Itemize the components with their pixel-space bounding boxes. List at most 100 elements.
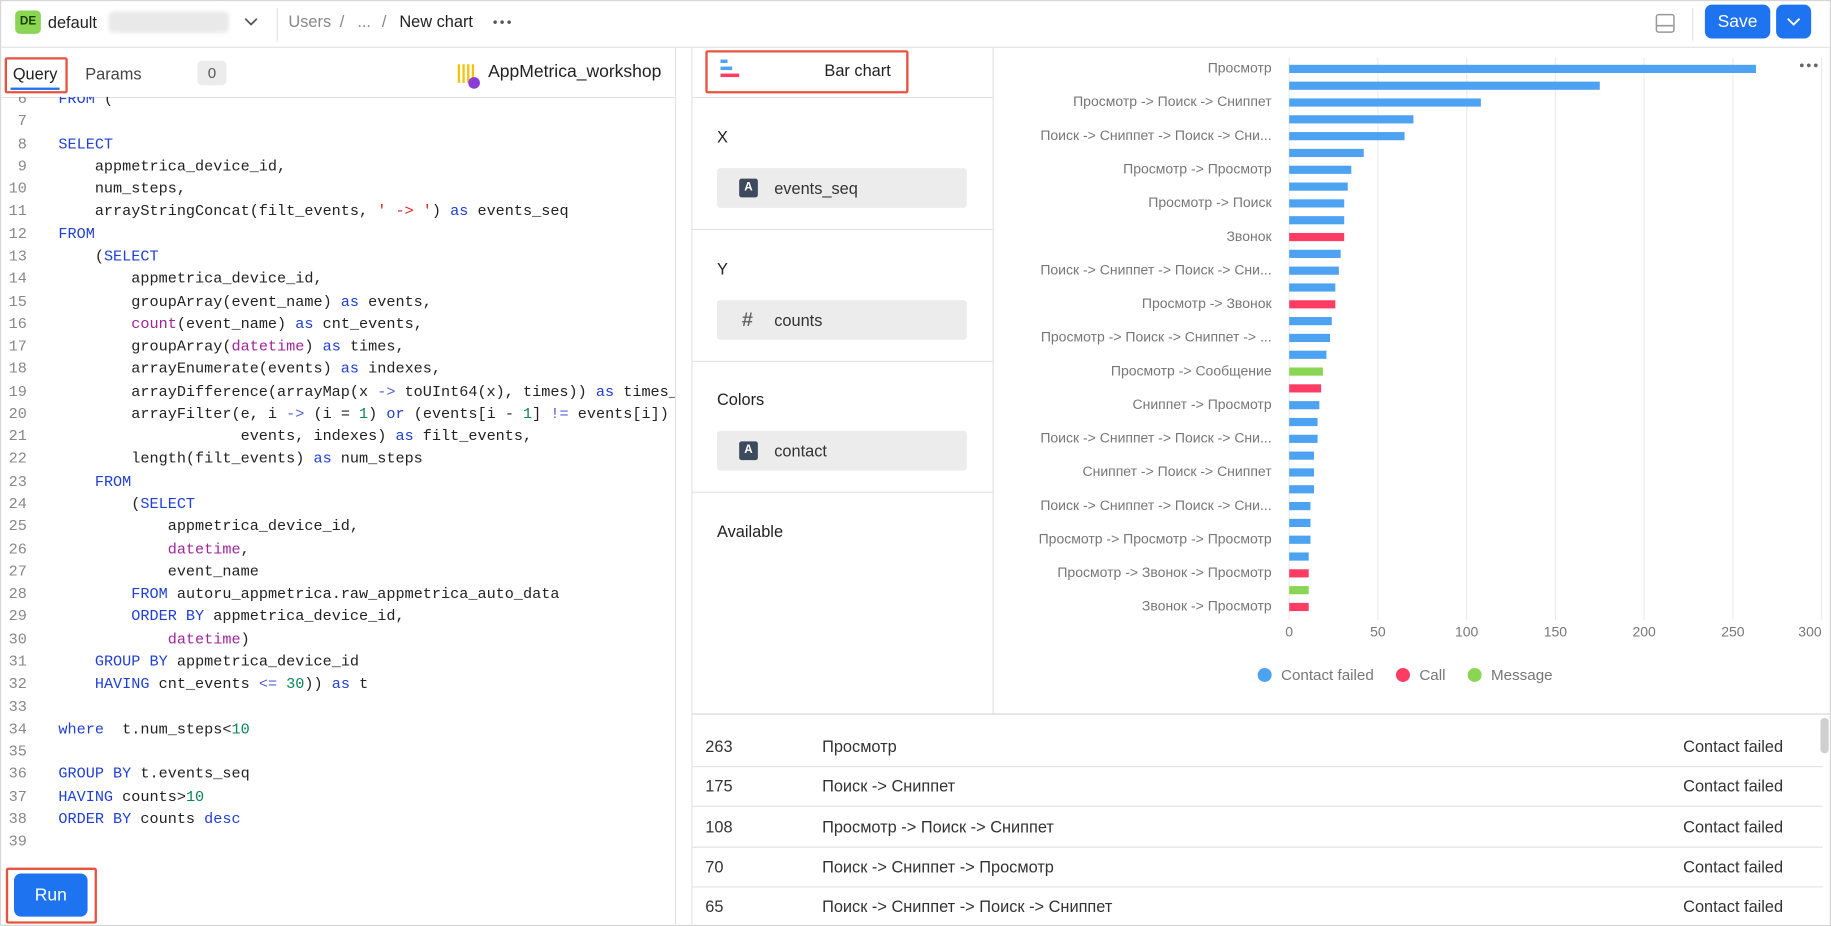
y-tick-label: Просмотр -> Поиск -> Сниппет -> ... — [1041, 329, 1272, 345]
y-tick-label: Просмотр — [1208, 60, 1272, 76]
separator: / — [339, 11, 345, 31]
code-token: toUInt64(x), times)) — [395, 382, 596, 401]
line-number: 8 — [17, 134, 27, 153]
code-token: FROM — [58, 224, 95, 243]
chevron[interactable] — [242, 14, 261, 30]
tab-params[interactable]: Params — [85, 64, 142, 83]
breadcrumb[interactable]: Users — [288, 11, 332, 31]
y-tick-label: Поиск -> Сниппет -> Поиск -> Сни... — [1040, 497, 1271, 513]
code-line: num_steps, — [58, 178, 186, 201]
code-token: num_steps — [331, 450, 423, 468]
code-token — [58, 608, 131, 626]
x-tick-label: 100 — [1455, 624, 1479, 640]
line-number: 24 — [8, 495, 27, 513]
code-token: t.num_steps< — [103, 720, 232, 738]
workspace-name[interactable]: default — [47, 12, 97, 32]
code-line: FROM autoru_appmetrica.raw_appmetrica_au… — [58, 583, 559, 606]
code-line: (SELECT — [58, 245, 159, 268]
bar — [1289, 165, 1352, 174]
divider — [276, 8, 278, 41]
tab-query[interactable]: Query — [12, 64, 58, 83]
field-name: events_seq — [774, 178, 858, 198]
bar — [1289, 148, 1364, 158]
code-token: t — [349, 675, 369, 693]
save-button[interactable]: Save — [1704, 4, 1771, 39]
code-token: GROUP BY — [58, 765, 132, 783]
chart-menu[interactable] — [1799, 63, 1818, 68]
bar — [1289, 569, 1309, 578]
code-line: datetime, — [58, 538, 250, 561]
legend-swatch — [1257, 667, 1272, 682]
x-tick-label: 150 — [1544, 624, 1568, 640]
code-token: HAVING — [94, 675, 150, 693]
save-dropdown[interactable] — [1776, 4, 1812, 39]
layout-icon[interactable] — [1655, 13, 1676, 34]
code-token: SELECT — [103, 247, 159, 266]
run-button[interactable]: Run — [14, 873, 88, 917]
y-tick-label: Просмотр -> Просмотр — [1123, 160, 1272, 176]
code-token: event_name — [58, 562, 259, 581]
code-token: FROM — [94, 472, 132, 491]
divider — [692, 96, 993, 99]
cell-count: 175 — [705, 776, 733, 796]
section-title: Y — [716, 258, 728, 278]
code-token: != — [550, 405, 569, 423]
bar — [1289, 602, 1309, 612]
line-number: 20 — [8, 405, 27, 423]
code-token: (events[i - — [404, 405, 524, 423]
code-line: HAVING cnt_events <= 30)) as t — [58, 673, 368, 696]
code-token: ) — [240, 630, 250, 648]
code-token: 30 — [286, 675, 305, 693]
code-token — [58, 585, 131, 603]
code-token: events, indexes) — [58, 427, 396, 446]
code-line: events, indexes) as filt_events, — [58, 425, 533, 448]
code-line: FROM — [58, 223, 94, 246]
chart-type[interactable]: Bar chart — [824, 60, 891, 80]
bar — [1289, 485, 1315, 494]
legend-item[interactable]: Contact failed — [1257, 667, 1374, 684]
connection-name[interactable]: AppMetrica_workshop — [488, 61, 662, 82]
field-type-icon: A — [739, 178, 758, 198]
code-line: SELECT — [58, 133, 113, 156]
code-token: times, — [340, 337, 405, 356]
code-token — [58, 473, 94, 491]
breadcrumb[interactable]: ... — [357, 11, 371, 31]
cell-contact: Contact failed — [1683, 776, 1784, 796]
line-number: 35 — [8, 742, 27, 761]
code-line: datetime) — [58, 628, 250, 651]
code-line: ORDER BY counts desc — [58, 808, 240, 831]
code-token: 10 — [185, 787, 205, 806]
cell-count: 65 — [705, 897, 724, 916]
more-menu[interactable] — [492, 15, 513, 29]
legend-swatch — [1467, 667, 1482, 682]
field-type-icon: A — [739, 441, 758, 461]
bar — [1289, 502, 1311, 511]
legend-item[interactable]: Call — [1395, 667, 1445, 684]
code-line: length(filt_events) as num_steps — [58, 448, 423, 471]
bar — [1289, 266, 1339, 275]
code-line: HAVING counts>10 — [58, 785, 204, 808]
scrollbar[interactable] — [1820, 718, 1829, 754]
code-line: arrayEnumerate(events) as indexes, — [58, 358, 441, 381]
code-token: filt_events, — [413, 427, 533, 446]
code-line: arrayDifference(arrayMap(x -> toUInt64(x… — [58, 380, 675, 403]
code-editor[interactable]: 6 FROM (7 8 SELECT 9 appmetrica_device_id, 10… — [1, 97, 675, 862]
line-number: 18 — [8, 360, 27, 378]
cell-contact: Contact failed — [1683, 816, 1784, 836]
workspace-badge[interactable]: DE — [15, 10, 41, 34]
code-line: FROM — [58, 470, 131, 493]
line-number: 39 — [8, 832, 27, 851]
line-number: 12 — [8, 224, 27, 243]
field-chip[interactable]: # counts — [716, 299, 967, 340]
bar — [1289, 115, 1414, 124]
legend-item[interactable]: Message — [1467, 667, 1553, 684]
y-tick-label: Просмотр -> Поиск — [1148, 194, 1272, 210]
top-bar — [1, 1, 1830, 48]
line-number: 26 — [8, 540, 27, 558]
bar — [1289, 283, 1336, 292]
line-number: 16 — [8, 315, 27, 333]
code-token: as — [331, 675, 350, 693]
code-token: counts> — [113, 787, 186, 806]
